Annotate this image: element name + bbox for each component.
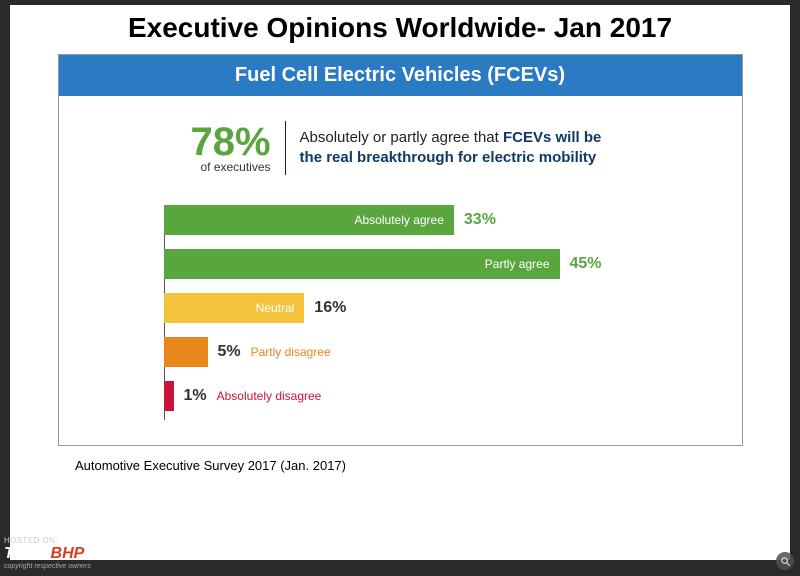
card: Fuel Cell Electric Vehicles (FCEVs) 78% … <box>58 54 743 446</box>
stat-percent: 78% <box>190 122 270 162</box>
bar-label: Partly disagree <box>251 345 331 359</box>
brand-main: Team- <box>4 545 51 562</box>
zoom-icon[interactable] <box>776 552 794 570</box>
brand-suffix: .com <box>82 545 119 562</box>
bar-row: Absolutely agree 33% <box>164 205 702 235</box>
source-text: Automotive Executive Survey 2017 (Jan. 2… <box>75 458 765 473</box>
watermark-brand: Team-BHP.com <box>4 545 120 563</box>
divider <box>285 121 286 175</box>
bar-value: 5% <box>218 343 241 361</box>
bar-value: 16% <box>314 299 346 317</box>
brand-accent: BHP <box>51 545 83 562</box>
stat-sub: of executives <box>190 160 270 174</box>
bar-label: Absolutely disagree <box>217 389 322 403</box>
bar-value: 1% <box>184 387 207 405</box>
bar: Partly agree <box>164 249 560 279</box>
banner: Fuel Cell Electric Vehicles (FCEVs) <box>59 55 742 96</box>
bar <box>164 381 174 411</box>
bar-row: 1% Absolutely disagree <box>164 381 702 411</box>
bar-value: 33% <box>464 211 496 229</box>
bar-row: Neutral 16% <box>164 293 702 323</box>
stat-right: Absolutely or partly agree that FCEVs wi… <box>300 128 610 169</box>
bar: Neutral <box>164 293 305 323</box>
watermark-copy: copyright respective owners <box>4 563 120 570</box>
bar-chart: Absolutely agree 33% Partly agree 45% Neutra… <box>59 190 742 445</box>
watermark-host: HOSTED ON: <box>4 536 120 545</box>
bar-row: 5% Partly disagree <box>164 337 702 367</box>
bar <box>164 337 208 367</box>
bar-value: 45% <box>570 255 602 273</box>
stat-prefix: Absolutely or partly agree that <box>300 129 503 146</box>
watermark: HOSTED ON: Team-BHP.com copyright respec… <box>4 536 120 570</box>
stat-row: 78% of executives Absolutely or partly a… <box>59 96 742 190</box>
slide: Executive Opinions Worldwide- Jan 2017 F… <box>10 5 790 560</box>
page-title: Executive Opinions Worldwide- Jan 2017 <box>35 12 765 44</box>
stat-left: 78% of executives <box>190 122 270 174</box>
bar: Absolutely agree <box>164 205 454 235</box>
bar-row: Partly agree 45% <box>164 249 702 279</box>
